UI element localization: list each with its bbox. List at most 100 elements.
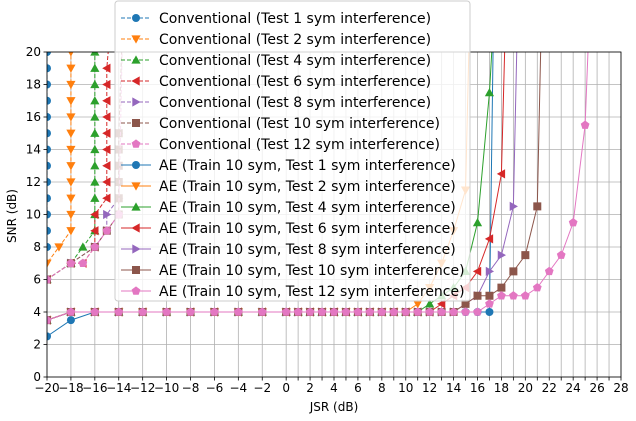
y-tick-label: 14: [26, 143, 41, 157]
x-tick-label: −18: [58, 381, 83, 395]
legend-marker: [132, 14, 140, 22]
data-point: [532, 283, 542, 292]
legend-item: AE (Train 10 sym, Test 8 sym interferenc…: [121, 242, 456, 258]
data-point: [78, 242, 88, 251]
x-tick-label: 2: [306, 381, 314, 395]
data-point: [66, 316, 75, 325]
y-tick-label: 18: [26, 78, 41, 92]
data-point: [210, 307, 219, 316]
data-point: [233, 307, 243, 316]
legend-item: Conventional (Test 6 sym interference): [121, 74, 431, 90]
legend-label: AE (Train 10 sym, Test 6 sym interferenc…: [159, 221, 456, 237]
data-point: [365, 307, 375, 316]
x-tick-label: 12: [422, 381, 437, 395]
legend-item: AE (Train 10 sym, Test 6 sym interferenc…: [121, 221, 456, 237]
x-tick-label: −14: [106, 381, 131, 395]
x-tick-label: −2: [253, 381, 271, 395]
legend-label: Conventional (Test 2 sym interference): [159, 32, 431, 48]
x-tick-label: 26: [589, 381, 604, 395]
x-axis-label: JSR (dB): [309, 400, 359, 414]
data-point: [90, 63, 100, 72]
data-point: [66, 145, 76, 155]
x-tick-label: −4: [229, 381, 247, 395]
x-tick-label: 8: [378, 381, 386, 395]
y-tick-label: 16: [26, 110, 41, 124]
data-point: [90, 177, 100, 186]
legend-label: AE (Train 10 sym, Test 10 sym interferen…: [159, 263, 465, 279]
data-point: [114, 307, 124, 316]
data-point: [484, 234, 494, 244]
data-point: [521, 251, 530, 260]
data-point: [47, 80, 51, 89]
data-point: [47, 178, 51, 186]
data-point: [66, 97, 76, 106]
y-tick-label: 12: [26, 175, 41, 189]
data-point: [497, 250, 507, 260]
series-1: [47, 52, 51, 251]
data-point: [90, 79, 100, 89]
legend-marker: [131, 76, 140, 86]
data-point: [102, 144, 111, 155]
data-point: [496, 169, 506, 179]
data-point: [533, 202, 542, 211]
legend-label: AE (Train 10 sym, Test 12 sym interferen…: [159, 284, 465, 300]
y-tick-label: 4: [33, 305, 41, 319]
y-tick-label: 8: [33, 240, 41, 254]
x-tick-label: 0: [282, 381, 290, 395]
data-point: [102, 96, 111, 106]
data-point: [556, 250, 566, 259]
data-point: [47, 274, 52, 284]
data-point: [485, 308, 494, 316]
data-point: [281, 307, 291, 316]
series-14: [47, 52, 590, 324]
data-point: [341, 307, 351, 316]
data-point: [413, 307, 423, 316]
x-tick-label: 22: [542, 381, 557, 395]
y-tick-label: 2: [33, 338, 41, 352]
legend-marker: [131, 223, 140, 233]
legend-marker: [131, 139, 141, 148]
legend-item: Conventional (Test 2 sym interference): [121, 32, 431, 48]
data-point: [90, 128, 100, 137]
x-tick-label: −12: [130, 381, 155, 395]
legend-marker: [131, 286, 141, 295]
legend-label: AE (Train 10 sym, Test 4 sym interferenc…: [159, 200, 456, 216]
legend-label: Conventional (Test 1 sym interference): [159, 11, 431, 27]
legend-marker: [131, 202, 141, 211]
data-point: [90, 226, 99, 236]
data-point: [103, 209, 112, 220]
data-point: [497, 283, 506, 292]
data-point: [449, 307, 458, 316]
data-point: [401, 307, 411, 316]
x-tick-label: −10: [154, 381, 179, 395]
data-point: [580, 120, 590, 129]
data-point: [485, 291, 494, 300]
data-point: [47, 243, 51, 251]
x-tick-label: 14: [446, 381, 461, 395]
y-tick-label: 6: [33, 273, 41, 287]
legend-label: Conventional (Test 6 sym interference): [159, 74, 431, 90]
legend-label: Conventional (Test 4 sym interference): [159, 53, 431, 69]
legend-label: Conventional (Test 12 sym interference): [159, 137, 440, 153]
x-tick-label: −16: [82, 381, 107, 395]
data-point: [102, 63, 111, 73]
series-line: [47, 52, 123, 280]
data-point: [47, 145, 51, 154]
legend-item: AE (Train 10 sym, Test 4 sym interferenc…: [121, 200, 456, 216]
data-point: [472, 266, 482, 276]
y-tick-label: 0: [33, 370, 41, 384]
legend-marker: [131, 55, 141, 64]
data-point: [78, 258, 88, 267]
data-point: [329, 307, 339, 316]
data-point: [66, 210, 76, 220]
y-tick-label: 10: [26, 208, 41, 222]
legend-item: Conventional (Test 1 sym interference): [121, 11, 431, 27]
data-point: [90, 242, 100, 251]
data-point: [162, 307, 171, 316]
data-point: [102, 226, 112, 235]
data-point: [47, 259, 52, 268]
series-line: [47, 52, 96, 280]
data-point: [484, 88, 495, 97]
legend-marker: [132, 97, 141, 107]
data-point: [509, 267, 518, 276]
